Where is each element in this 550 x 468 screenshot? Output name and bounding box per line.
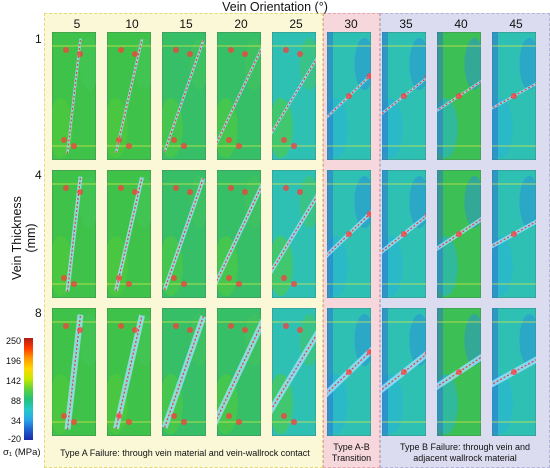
sim-panel-r3-c4 [217, 308, 261, 436]
type-ab-caption-line2: Transition [331, 453, 372, 463]
col-header-10: 10 [125, 17, 139, 31]
sim-panel-r1-c3 [162, 32, 206, 160]
sim-panel-r2-c2 [107, 170, 151, 298]
sim-panel-r2-c5 [272, 170, 316, 298]
col-header-30: 30 [344, 17, 358, 31]
type-a-caption: Type A Failure: through vein material an… [60, 448, 310, 458]
sim-panel-r2-c3 [162, 170, 206, 298]
sim-panel-r1-c8 [437, 32, 481, 160]
type-b-caption-line2: adjacent wallrock material [413, 453, 517, 463]
col-header-20: 20 [234, 17, 248, 31]
sim-panel-r1-c9 [492, 32, 536, 160]
sim-panel-r2-c6 [327, 170, 371, 298]
col-header-45: 45 [509, 17, 523, 31]
colorbar-tick: 142 [5, 376, 21, 386]
sim-panel-r3-c3 [162, 308, 206, 436]
type-ab-caption-line1: Type A-B [333, 442, 370, 452]
sim-panel-r3-c5 [272, 308, 316, 436]
sim-panel-r3-c2 [107, 308, 151, 436]
colorbar-tick: 196 [5, 356, 21, 366]
col-header-40: 40 [454, 17, 468, 31]
sim-panel-r1-c6 [327, 32, 371, 160]
row-header-1: 1 [35, 32, 42, 46]
sim-panel-r2-c9 [492, 170, 536, 298]
sim-panel-r3-c7 [382, 308, 426, 436]
sim-panel-r1-c4 [217, 32, 261, 160]
row-header-8: 8 [35, 306, 42, 320]
col-header-15: 15 [179, 17, 193, 31]
sim-panel-r1-c1 [52, 32, 96, 160]
sim-panel-r2-c7 [382, 170, 426, 298]
sim-panel-r2-c8 [437, 170, 481, 298]
figure-title: Vein Orientation (°) [222, 0, 328, 14]
sim-panel-r2-c1 [52, 170, 96, 298]
type-b-caption-line1: Type B Failure: through vein and [399, 442, 531, 452]
colorbar-tick: 250 [5, 336, 21, 346]
col-header-35: 35 [399, 17, 413, 31]
sim-panel-r3-c8 [437, 308, 481, 436]
sim-panel-r3-c9 [492, 308, 536, 436]
colorbar-tick: 34 [10, 416, 21, 426]
sim-panel-r3-c1 [52, 308, 96, 436]
col-header-5: 5 [73, 17, 81, 31]
sim-panel-r1-c7 [382, 32, 426, 160]
colorbar-tick: 88 [10, 396, 21, 406]
stress-colorbar [24, 338, 33, 440]
colorbar-tick: -20 [7, 434, 21, 444]
row-header-4: 4 [35, 168, 42, 182]
sim-panel-r2-c4 [217, 170, 261, 298]
sim-panel-r3-c6 [327, 308, 371, 436]
colorbar-label: σ₁ (MPa) [3, 447, 41, 458]
sim-panel-r1-c5 [272, 32, 316, 160]
col-header-25: 25 [289, 17, 303, 31]
sim-panel-r1-c2 [107, 32, 151, 160]
